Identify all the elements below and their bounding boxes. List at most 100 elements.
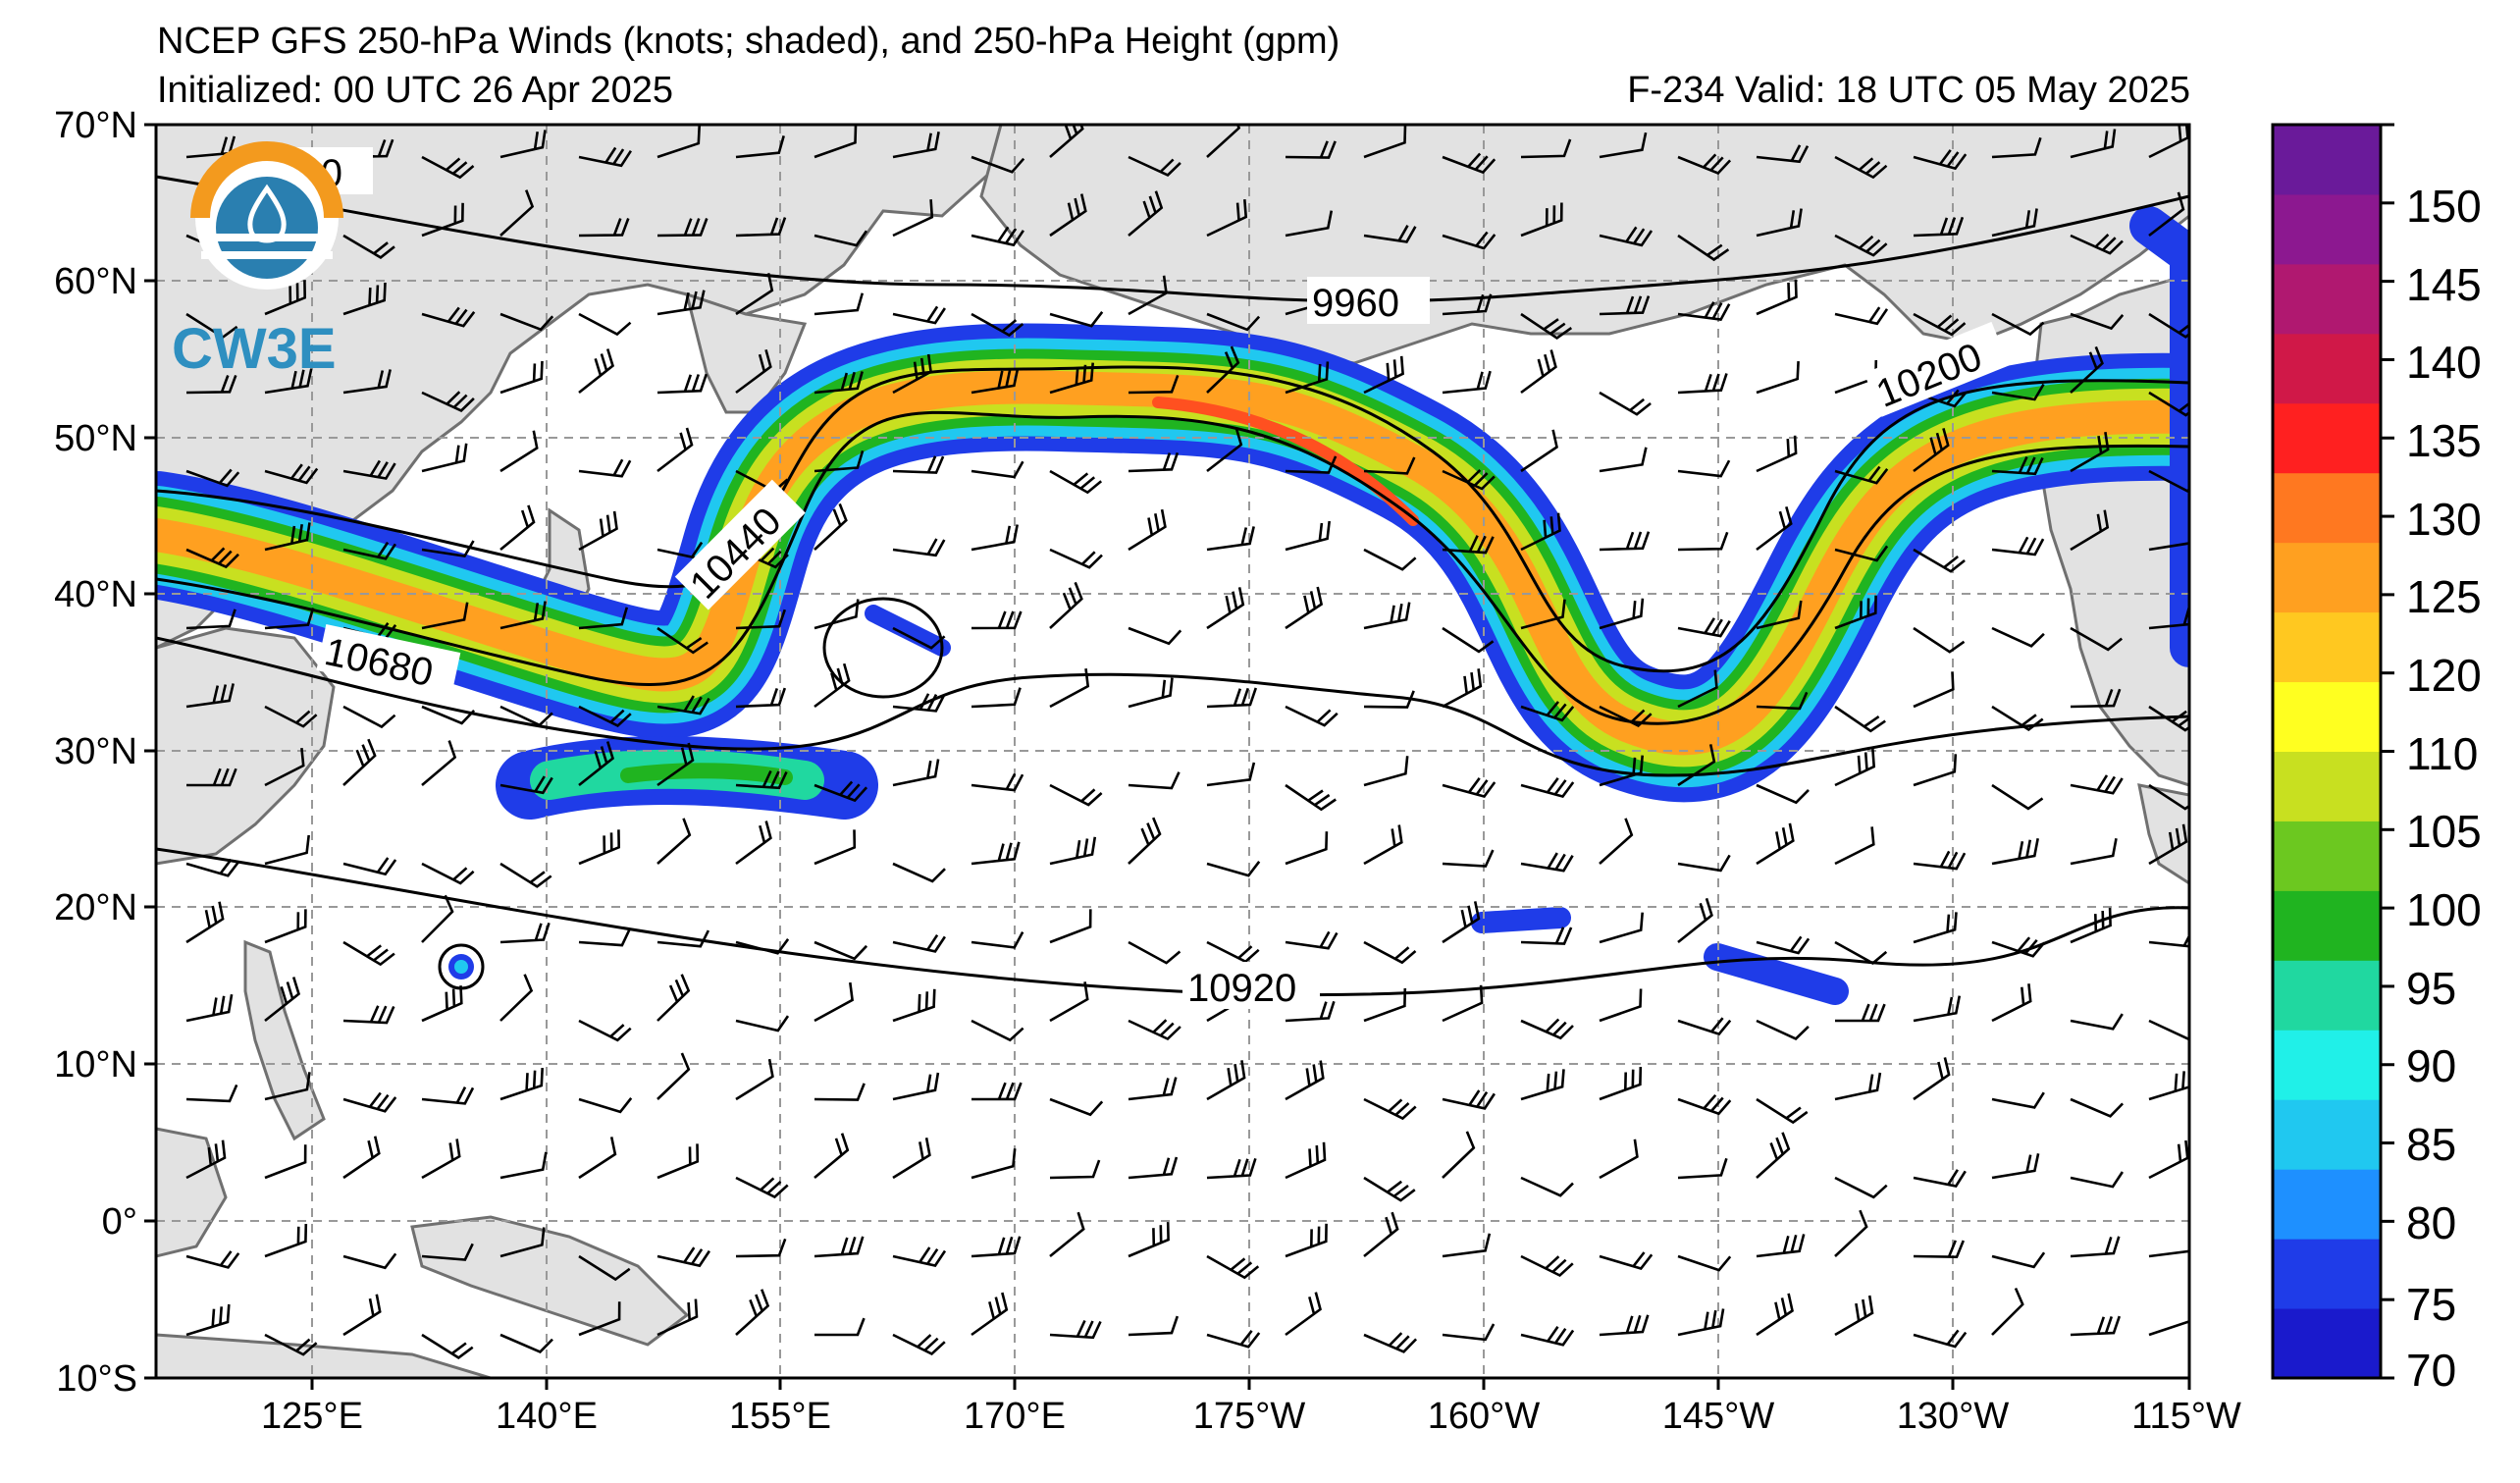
wind-barb (1913, 850, 1967, 871)
colorbar-label-120: 120 (2406, 650, 2482, 701)
wind-barb (1677, 669, 1718, 709)
wind-barb (656, 1052, 691, 1100)
title-line-1: NCEP GFS 250-hPa Winds (knots; shaded), … (157, 21, 1340, 62)
wind-barb (264, 368, 313, 395)
wind-barb (1913, 1240, 1966, 1259)
wind-barb (735, 1015, 790, 1033)
wind-barb (656, 427, 694, 473)
wind-barb (1991, 838, 2039, 866)
colorbar-swatch (2273, 751, 2381, 821)
colorbar-label-90: 90 (2406, 1040, 2456, 1091)
wind-barb (1834, 545, 1889, 562)
wind-barb (1206, 587, 1245, 630)
wind-barb (1756, 600, 1803, 630)
wind-barb (1677, 1157, 1728, 1180)
wind-barb (499, 1151, 548, 1180)
colorbar (2271, 123, 2394, 1380)
wind-barb (1363, 690, 1415, 709)
wind-barb (1206, 125, 1241, 158)
wind-barb (1756, 1234, 1806, 1258)
wind-barb (1285, 455, 1338, 474)
wind-barb (578, 348, 615, 395)
wind-barb (1285, 1292, 1322, 1337)
wind-barb (1520, 1326, 1575, 1347)
wind-barb (1756, 783, 1810, 805)
wind-barb (814, 780, 868, 803)
wind-barb (1991, 1153, 2040, 1180)
wind-barb (656, 818, 692, 865)
wind-barb (1913, 995, 1962, 1023)
wind-barb (735, 609, 787, 630)
wind-barb (1834, 705, 1886, 733)
land-masses (156, 125, 2189, 1378)
wind-barb (892, 1137, 931, 1180)
wind-barb (2070, 688, 2122, 709)
wind-barb (185, 993, 234, 1023)
wind-barb (1913, 312, 1967, 337)
wind-barb (1834, 465, 1889, 485)
wind-barb (2148, 705, 2189, 732)
wind-barb (1599, 988, 1643, 1023)
wind-barb (264, 977, 301, 1023)
colorbar-swatch (2273, 890, 2381, 961)
wind-barb (1913, 428, 1950, 473)
wind-barb (342, 1294, 382, 1337)
wind-barb (1520, 599, 1566, 630)
wind-barb (1128, 626, 1182, 646)
wind-barb (1363, 940, 1417, 965)
wind-barb (499, 775, 553, 795)
wind-barb (2148, 1309, 2189, 1337)
wind-barb (499, 504, 536, 552)
wind-barb (1991, 208, 2038, 238)
wind-barb (342, 857, 397, 876)
wind-barb (421, 391, 475, 412)
wind-barb (1520, 852, 1574, 873)
wind-barb (2148, 542, 2189, 552)
wind-barb (499, 360, 544, 395)
wind-barb (499, 922, 551, 944)
wind-barb (1677, 1093, 1732, 1116)
wind-barb (1442, 901, 1481, 944)
wind-barb (1520, 1018, 1574, 1040)
land-china (156, 626, 336, 866)
wind-barb (1285, 361, 1330, 395)
wind-barb (1599, 132, 1648, 159)
wind-barb (2070, 1236, 2121, 1258)
wind-barb (1677, 617, 1731, 638)
wind-barb (1049, 668, 1090, 709)
lat-label-70n: 70°N (54, 105, 137, 146)
wind-barb (1913, 1169, 1967, 1188)
wind-barb (1128, 940, 1181, 965)
wind-barb (1677, 897, 1713, 944)
wind-barb (1363, 225, 1417, 243)
wind-barb (892, 693, 946, 713)
wind-barb (342, 1091, 397, 1113)
wind-barb (342, 940, 395, 967)
contour-closed-low (822, 597, 944, 699)
wind-barb (1913, 754, 1958, 787)
wind-barb (2070, 509, 2110, 552)
colorbar-swatch (2273, 960, 2381, 1031)
wind-barb (185, 609, 236, 630)
wind-barb (185, 1084, 238, 1103)
wind-barb (971, 524, 1019, 552)
wind-barb (971, 772, 1024, 792)
wind-barb (1285, 210, 1334, 238)
wind-barb (2148, 312, 2189, 339)
wind-barb (1756, 144, 1810, 164)
contour-line-10680 (156, 636, 2189, 777)
colorbar-label-145: 145 (2406, 259, 2482, 310)
wind-barb (1285, 930, 1339, 950)
wind-barb (892, 862, 946, 883)
colorbar-swatch (2273, 1030, 2381, 1100)
wind-barb (971, 1148, 1017, 1180)
wind-barb (1991, 705, 2044, 731)
wind-barb (2070, 345, 2104, 394)
wind-barb (1442, 370, 1492, 395)
colorbar-labels: 70 75 80 85 90 95 100 105 110 120 125 13… (2406, 181, 2482, 1396)
wind-barb (1442, 1131, 1476, 1179)
wind-barb (2148, 469, 2189, 493)
wind-barb (499, 189, 535, 237)
jet-blob-hawaii (1704, 943, 1849, 1005)
wind-barb (2070, 1013, 2124, 1031)
